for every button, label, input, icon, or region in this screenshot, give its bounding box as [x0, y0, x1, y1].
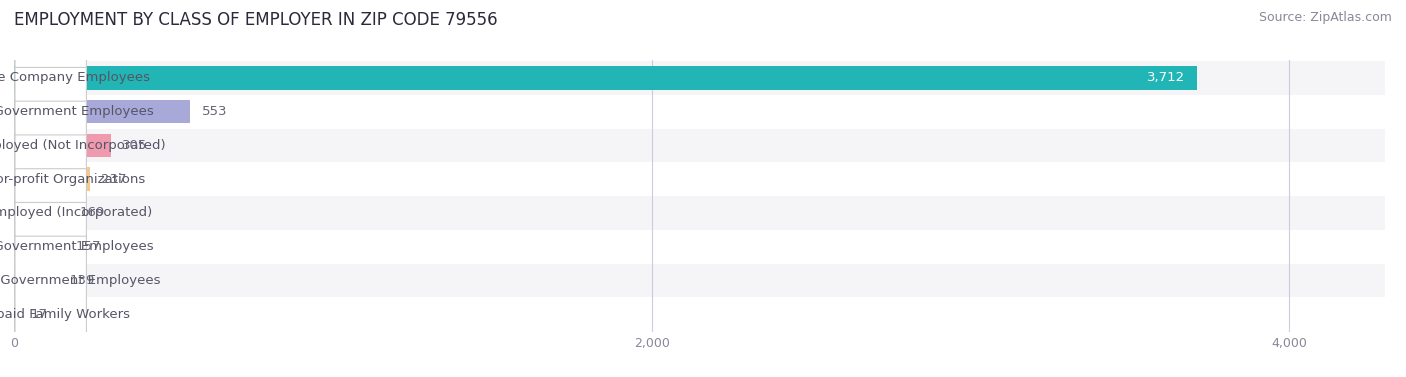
FancyBboxPatch shape [15, 101, 86, 257]
FancyBboxPatch shape [15, 67, 86, 224]
Text: 139: 139 [69, 274, 96, 287]
Text: EMPLOYMENT BY CLASS OF EMPLOYER IN ZIP CODE 79556: EMPLOYMENT BY CLASS OF EMPLOYER IN ZIP C… [14, 11, 498, 29]
Bar [14, 66, 1198, 90]
Text: 157: 157 [76, 240, 101, 253]
Bar [14, 269, 59, 292]
Bar [14, 133, 111, 157]
Text: Federal Government Employees: Federal Government Employees [0, 274, 160, 287]
Bar [14, 61, 1385, 95]
Text: Local Government Employees: Local Government Employees [0, 105, 153, 118]
Text: 553: 553 [201, 105, 226, 118]
Bar [14, 235, 65, 259]
Bar [14, 230, 1385, 264]
Text: 17: 17 [31, 308, 48, 321]
Bar [14, 162, 1385, 196]
FancyBboxPatch shape [15, 135, 86, 291]
Text: Not-for-profit Organizations: Not-for-profit Organizations [0, 173, 145, 185]
Text: Self-Employed (Incorporated): Self-Employed (Incorporated) [0, 207, 152, 219]
Text: 305: 305 [122, 139, 148, 152]
FancyBboxPatch shape [15, 0, 86, 156]
Bar [14, 264, 1385, 297]
Text: Source: ZipAtlas.com: Source: ZipAtlas.com [1258, 11, 1392, 24]
Bar [14, 100, 190, 123]
Text: State Government Employees: State Government Employees [0, 240, 155, 253]
Text: 3,712: 3,712 [1146, 71, 1185, 84]
Text: 237: 237 [101, 173, 127, 185]
Text: 169: 169 [79, 207, 104, 219]
Bar [14, 201, 67, 225]
Bar [14, 302, 20, 326]
Bar [14, 196, 1385, 230]
Text: Unpaid Family Workers: Unpaid Family Workers [0, 308, 131, 321]
Bar [14, 95, 1385, 129]
Bar [14, 167, 90, 191]
Text: Private Company Employees: Private Company Employees [0, 71, 149, 84]
Bar [14, 129, 1385, 162]
Text: Self-Employed (Not Incorporated): Self-Employed (Not Incorporated) [0, 139, 166, 152]
FancyBboxPatch shape [15, 169, 86, 325]
FancyBboxPatch shape [15, 236, 86, 377]
FancyBboxPatch shape [15, 34, 86, 190]
Bar [14, 297, 1385, 331]
FancyBboxPatch shape [15, 202, 86, 359]
